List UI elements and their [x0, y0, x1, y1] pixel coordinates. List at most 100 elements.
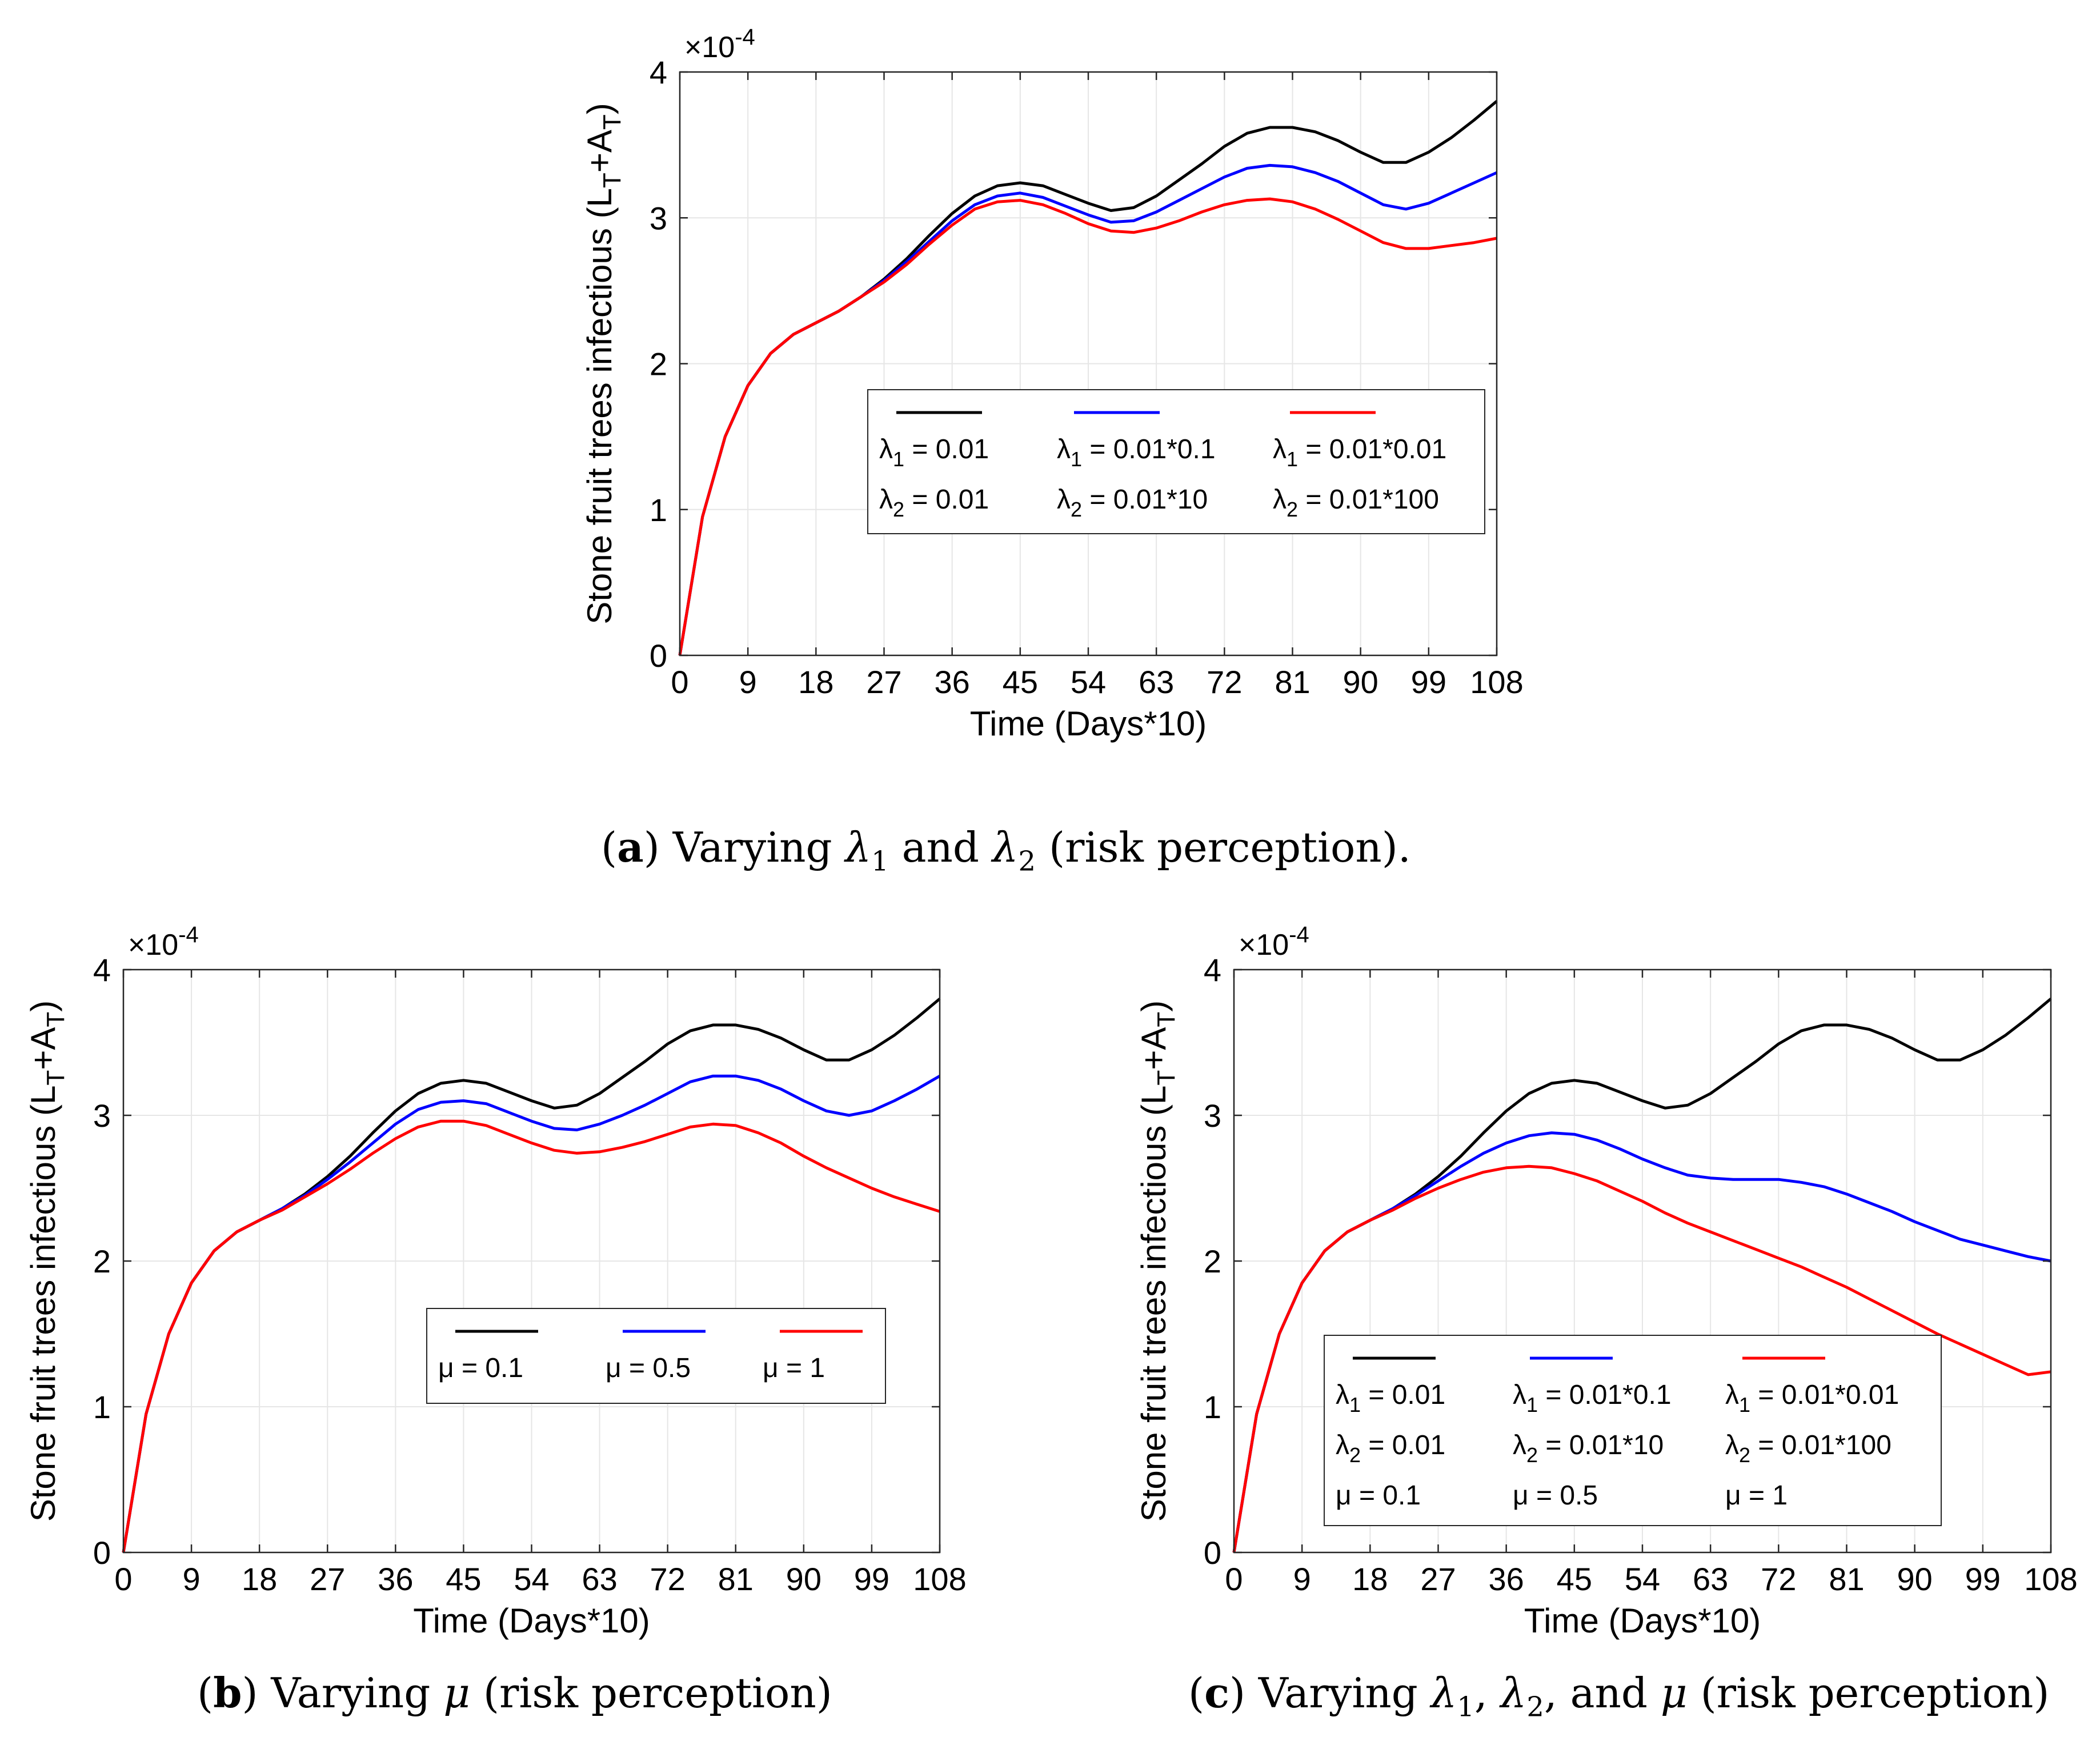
- caption-c-sep2: , and: [1544, 1669, 1661, 1717]
- caption-a-mid: and: [888, 823, 992, 871]
- series-line-red: [122, 1119, 940, 1553]
- caption-a: (a) Varying λ1 and λ2 (risk perception).: [601, 823, 1411, 878]
- legend-label: λ1 = 0.01*0.1: [1513, 1380, 1672, 1416]
- y-axis-label: Stone fruit trees infectious (LT+AT): [580, 103, 626, 625]
- x-tick-label: 9: [183, 1561, 201, 1597]
- legend-label: μ = 0.5: [1513, 1480, 1598, 1511]
- caption-c-var3: μ: [1660, 1669, 1688, 1717]
- caption-c-label: c: [1204, 1668, 1229, 1717]
- caption-c-sub2: 2: [1526, 1691, 1544, 1723]
- x-tick-label: 0: [671, 664, 688, 700]
- y-tick-label: 3: [1204, 1098, 1221, 1134]
- x-tick-label: 9: [739, 664, 757, 700]
- chart-b: 0 9 18 27 36 45 54 63 72 81 90 99 108 0 1 2 3 4 ×10-4 Time …: [24, 922, 967, 1640]
- x-tick-label: 36: [1489, 1561, 1524, 1597]
- y-tick-label: 2: [1204, 1243, 1221, 1279]
- caption-b-pre: Varying: [258, 1669, 444, 1717]
- x-tick-label: 45: [1003, 664, 1038, 700]
- legend-label: μ = 1: [1725, 1480, 1788, 1511]
- y-tick-label: 2: [93, 1243, 111, 1279]
- y-axis-label: Stone fruit trees infectious (LT+AT): [1135, 1000, 1180, 1522]
- x-tick-label: 18: [242, 1561, 277, 1597]
- y-tick-label: 1: [650, 492, 667, 528]
- y-tick-label: 0: [650, 638, 667, 674]
- caption-c-post: (risk perception): [1687, 1669, 2050, 1717]
- y-multiplier: ×10-4: [128, 922, 199, 962]
- caption-c-pre: Varying: [1245, 1669, 1431, 1717]
- series-line-red: [1232, 1164, 2051, 1553]
- x-tick-label: 54: [1625, 1561, 1660, 1597]
- legend-label: μ = 1: [763, 1353, 825, 1383]
- x-axis-label: Time (Days*10): [1524, 1602, 1761, 1640]
- y-tick-label: 3: [650, 200, 667, 236]
- x-tick-label: 81: [1829, 1561, 1864, 1597]
- legend: μ = 0.1 μ = 0.5 μ = 1: [426, 1308, 886, 1404]
- caption-b-var1: μ: [443, 1669, 470, 1717]
- x-tick-label: 36: [935, 664, 970, 700]
- caption-a-var2: λ: [992, 823, 1019, 871]
- x-tick-label: 9: [1293, 1561, 1311, 1597]
- x-axis-label: Time (Days*10): [413, 1602, 650, 1640]
- legend-box: [1324, 1335, 1942, 1526]
- x-tick-label: 90: [1343, 664, 1378, 700]
- caption-c-sep1: ,: [1474, 1669, 1501, 1717]
- y-tick-label: 4: [93, 952, 111, 988]
- legend-label: λ2 = 0.01: [1336, 1430, 1445, 1467]
- legend-label: λ1 = 0.01*0.01: [1725, 1380, 1899, 1416]
- caption-a-sub2: 2: [1018, 845, 1036, 878]
- legend-label: λ1 = 0.01*0.01: [1273, 434, 1446, 471]
- legend-label: λ2 = 0.01: [879, 485, 989, 521]
- caption-b: (b) Varying μ (risk perception): [197, 1668, 832, 1717]
- legend-label: μ = 0.1: [438, 1353, 523, 1383]
- legend: λ1 = 0.01 λ2 = 0.01 λ1 = 0.01*0.1 λ2 = 0.01…: [867, 389, 1485, 534]
- x-tick-label: 45: [1557, 1561, 1592, 1597]
- caption-a-pre: Varying: [659, 823, 845, 871]
- legend-box: [867, 389, 1485, 534]
- x-tick-label: 18: [1352, 1561, 1388, 1597]
- caption-b-label: b: [213, 1668, 242, 1717]
- y-tick-label: 1: [93, 1389, 111, 1425]
- x-tick-label: 72: [1207, 664, 1242, 700]
- caption-c-sub1: 1: [1457, 1691, 1474, 1723]
- x-tick-label: 18: [798, 664, 833, 700]
- y-multiplier: ×10-4: [1239, 922, 1309, 962]
- y-tick-label: 2: [650, 346, 667, 382]
- x-tick-label: 72: [650, 1561, 686, 1597]
- y-tick-label: 1: [1204, 1389, 1221, 1425]
- x-tick-label: 99: [1411, 664, 1446, 700]
- x-tick-label: 99: [1965, 1561, 2001, 1597]
- caption-b-post: (risk perception): [470, 1669, 832, 1717]
- y-tick-label: 4: [1204, 952, 1221, 988]
- caption-a-post: (risk perception).: [1036, 823, 1411, 871]
- caption-c-var1: λ: [1430, 1669, 1457, 1717]
- x-tick-label: 27: [866, 664, 901, 700]
- x-tick-label: 54: [514, 1561, 549, 1597]
- legend-label: μ = 0.5: [606, 1353, 691, 1383]
- x-tick-label: 99: [854, 1561, 889, 1597]
- y-multiplier: ×10-4: [684, 25, 755, 64]
- x-tick-label: 0: [114, 1561, 132, 1597]
- legend-label: λ1 = 0.01: [1336, 1380, 1445, 1416]
- y-axis-label: Stone fruit trees infectious (LT+AT): [24, 1000, 70, 1522]
- x-tick-label: 90: [1897, 1561, 1933, 1597]
- x-tick-label: 63: [582, 1561, 617, 1597]
- chart-a: 0 9 18 27 36 45 54 63 72 81 90 99 108 0 1 2 3 4 ×10-4 Time …: [580, 25, 1524, 743]
- y-tick-label: 3: [93, 1098, 111, 1134]
- legend-label: λ2 = 0.01*100: [1725, 1430, 1891, 1467]
- x-tick-label: 45: [446, 1561, 481, 1597]
- x-tick-label: 81: [718, 1561, 754, 1597]
- x-tick-label: 108: [2024, 1561, 2077, 1597]
- x-tick-label: 90: [786, 1561, 821, 1597]
- x-tick-label: 63: [1139, 664, 1174, 700]
- chart-c: 0 9 18 27 36 45 54 63 72 81 90 99 108 0 1 2 3 4 ×10-4 Time …: [1135, 922, 2078, 1640]
- series-line-red: [678, 197, 1497, 656]
- x-tick-label: 108: [913, 1561, 966, 1597]
- y-tick-label: 0: [1204, 1535, 1221, 1571]
- x-tick-label: 63: [1693, 1561, 1728, 1597]
- x-tick-label: 108: [1470, 664, 1523, 700]
- legend-box: [426, 1308, 886, 1404]
- x-tick-label: 81: [1275, 664, 1310, 700]
- y-tick-label: 0: [93, 1535, 111, 1571]
